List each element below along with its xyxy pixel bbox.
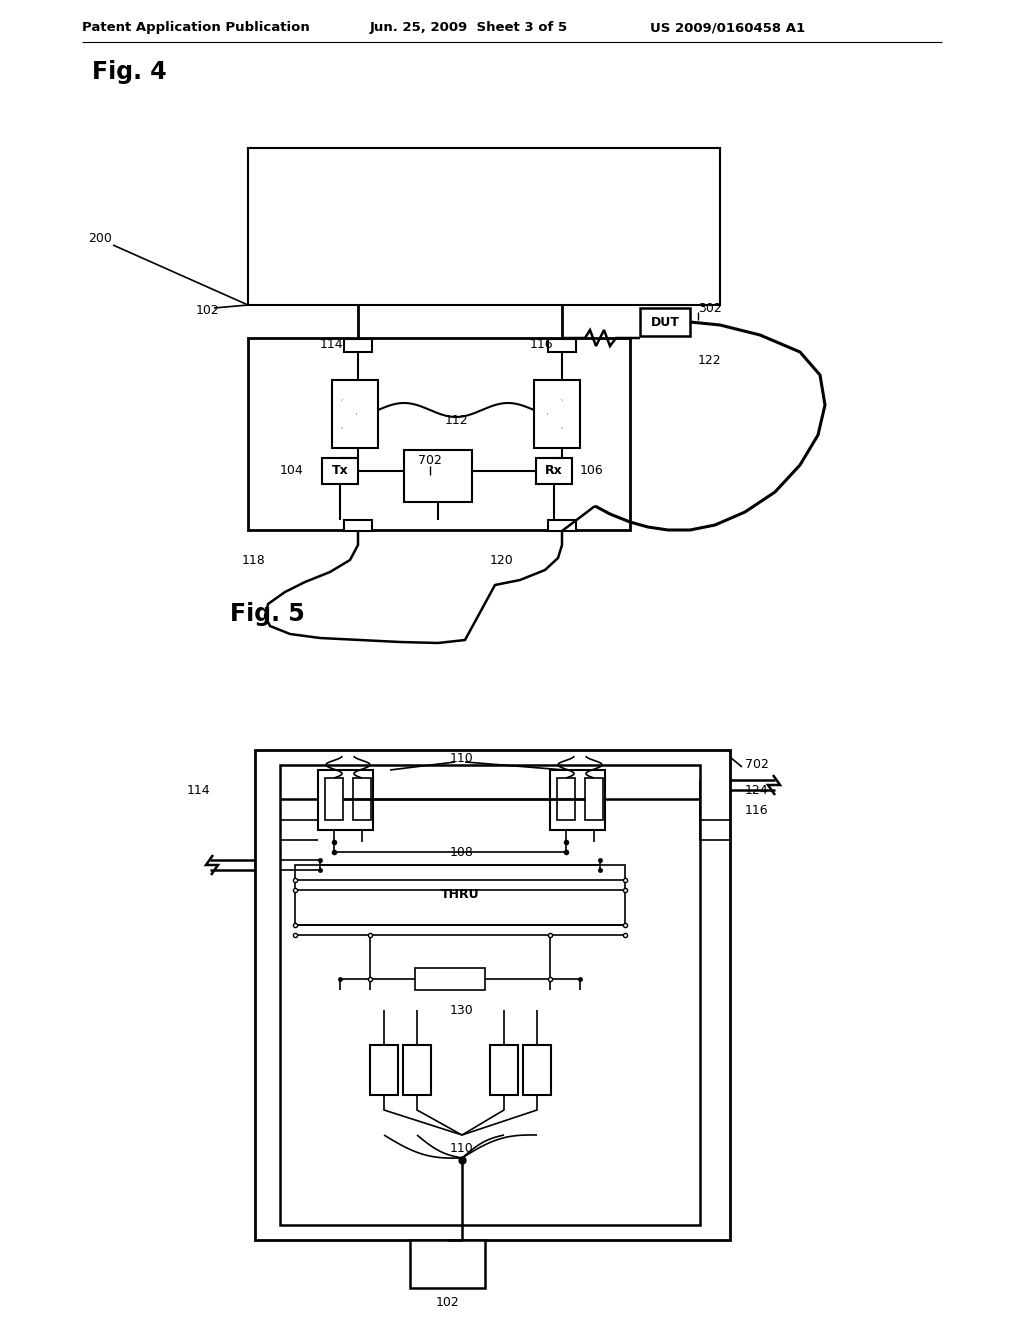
Text: 702: 702 (418, 454, 442, 466)
Bar (322, 458, 358, 484)
Text: 106: 106 (580, 465, 604, 478)
Bar (344, 520, 372, 531)
Text: 110: 110 (451, 751, 474, 764)
Text: 104: 104 (280, 465, 304, 478)
Text: US 2009/0160458 A1: US 2009/0160458 A1 (650, 21, 805, 34)
Text: DUT: DUT (650, 315, 680, 329)
Bar (557, 777, 575, 820)
Text: 302: 302 (698, 301, 722, 314)
Bar (248, 148, 720, 305)
Bar (403, 1045, 431, 1096)
Bar (325, 777, 343, 820)
Text: 114: 114 (319, 338, 344, 351)
Text: 702: 702 (745, 759, 769, 771)
Text: Fig. 5: Fig. 5 (230, 602, 305, 626)
Text: Fig. 4: Fig. 4 (92, 59, 167, 84)
Bar (640, 308, 690, 337)
Bar (295, 865, 625, 925)
Text: 102: 102 (196, 304, 220, 317)
Bar (548, 520, 575, 531)
Text: 130: 130 (451, 1003, 474, 1016)
Bar (344, 339, 372, 352)
Text: 114: 114 (186, 784, 210, 796)
Bar (548, 400, 562, 428)
Bar (404, 450, 472, 502)
Bar (280, 766, 700, 1225)
Bar (332, 380, 378, 447)
Text: 122: 122 (698, 354, 722, 367)
Bar (534, 380, 580, 447)
Bar (342, 400, 356, 428)
Bar (490, 1045, 518, 1096)
Text: 116: 116 (530, 338, 554, 351)
Bar (318, 770, 373, 830)
Text: Patent Application Publication: Patent Application Publication (82, 21, 309, 34)
Bar (536, 458, 572, 484)
Bar (550, 770, 605, 830)
Text: THRU: THRU (440, 888, 479, 902)
Text: 108: 108 (451, 846, 474, 858)
Bar (523, 1045, 551, 1096)
Text: 200: 200 (88, 231, 112, 244)
Text: 112: 112 (444, 413, 468, 426)
Text: 120: 120 (490, 553, 514, 566)
Text: Tx: Tx (332, 465, 348, 478)
Bar (255, 750, 730, 1239)
Text: Rx: Rx (545, 465, 563, 478)
Bar (585, 777, 603, 820)
Text: 116: 116 (745, 804, 769, 817)
Bar (415, 968, 485, 990)
Bar (548, 339, 575, 352)
Text: 110: 110 (451, 1142, 474, 1155)
Bar (410, 1239, 485, 1288)
Text: 124: 124 (745, 784, 769, 796)
Text: 118: 118 (242, 553, 265, 566)
Bar (248, 338, 630, 531)
Text: 102: 102 (436, 1295, 460, 1308)
Bar (353, 777, 371, 820)
Bar (370, 1045, 398, 1096)
Text: Jun. 25, 2009  Sheet 3 of 5: Jun. 25, 2009 Sheet 3 of 5 (370, 21, 568, 34)
